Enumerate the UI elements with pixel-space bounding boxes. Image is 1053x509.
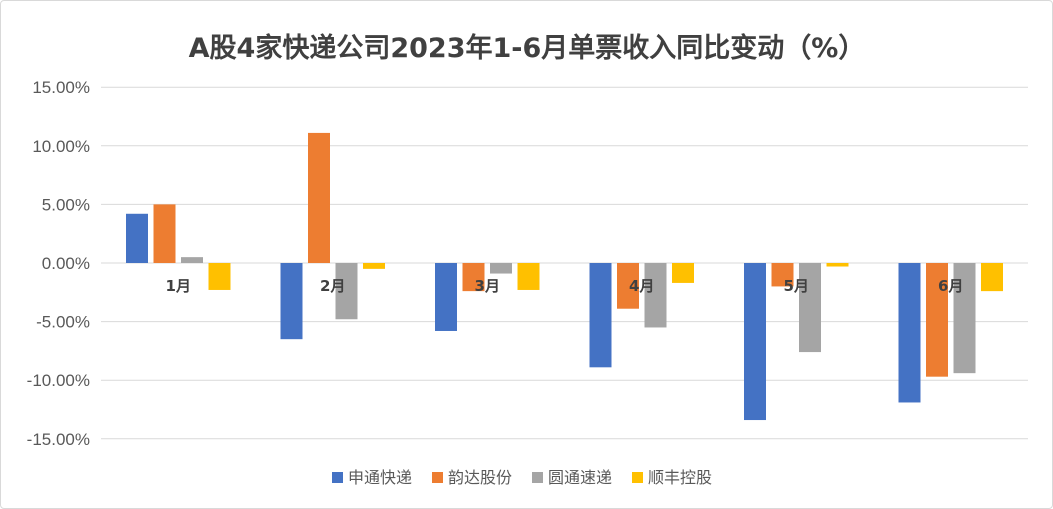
bar-series-1-cat-3	[435, 263, 457, 331]
y-tick-label: 15.00%	[32, 78, 90, 97]
legend: 申通快递 韵达股份 圆通速递 顺丰控股	[332, 468, 712, 487]
bar-series-1-cat-5	[744, 263, 766, 421]
bar-series-3-cat-1	[181, 257, 203, 263]
bar-series-1-cat-1	[126, 213, 148, 263]
legend-label: 申通快递	[348, 468, 412, 487]
bar-series-3-cat-6	[953, 263, 976, 374]
legend-label: 韵达股份	[448, 468, 512, 487]
legend-swatch	[432, 472, 443, 483]
legend-swatch	[632, 472, 643, 483]
bar-series-4-cat-4	[672, 263, 694, 283]
bar-series-4-cat-2	[363, 263, 385, 269]
bar-series-1-cat-2	[280, 263, 303, 340]
category-label: 4月	[629, 277, 654, 295]
bar-series-2-cat-2	[308, 132, 330, 263]
y-tick-label: 0.00%	[42, 254, 90, 273]
category-labels: 1月 2月 3月 4月 5月 6月	[166, 277, 964, 295]
bar-series-4-cat-3	[517, 263, 540, 290]
y-tick-label: -5.00%	[36, 313, 90, 332]
bar-series-2-cat-3	[462, 263, 485, 292]
bar-series-1-cat-6	[898, 263, 921, 403]
category-label: 1月	[166, 277, 191, 295]
y-tick-label: 5.00%	[42, 195, 90, 214]
bar-series-2-cat-5	[771, 263, 794, 287]
bar-series-2-cat-4	[617, 263, 639, 309]
category-label: 3月	[475, 277, 500, 295]
category-label: 6月	[938, 277, 963, 295]
bar-series-2-cat-1	[153, 204, 176, 263]
legend-swatch	[532, 472, 543, 483]
category-label: 2月	[320, 277, 345, 295]
legend-label: 顺丰控股	[648, 468, 712, 487]
y-tick-label: -15.00%	[27, 430, 90, 449]
category-label: 5月	[784, 277, 809, 295]
bar-series-3-cat-4	[644, 263, 667, 328]
bars	[126, 132, 1003, 421]
y-tick-label: -10.00%	[27, 371, 90, 390]
bar-series-4-cat-6	[981, 263, 1003, 292]
bar-series-3-cat-3	[490, 263, 512, 274]
legend-label: 圆通速递	[548, 468, 612, 487]
y-axis-tick-labels: 15.00% 10.00% 5.00% 0.00% -5.00% -10.00% -15.0…	[27, 78, 90, 449]
bar-series-3-cat-5	[799, 263, 821, 353]
gridlines	[101, 86, 1028, 440]
bar-series-2-cat-6	[926, 263, 948, 377]
bar-series-4-cat-1	[208, 263, 231, 290]
legend-swatch	[332, 472, 343, 483]
bar-series-3-cat-2	[335, 263, 358, 320]
bar-series-1-cat-4	[589, 263, 612, 368]
y-tick-label: 10.00%	[32, 137, 90, 156]
chart-title: A股4家快递公司2023年1-6月单票收入同比变动（%）	[189, 32, 866, 64]
bar-series-4-cat-5	[826, 263, 849, 267]
